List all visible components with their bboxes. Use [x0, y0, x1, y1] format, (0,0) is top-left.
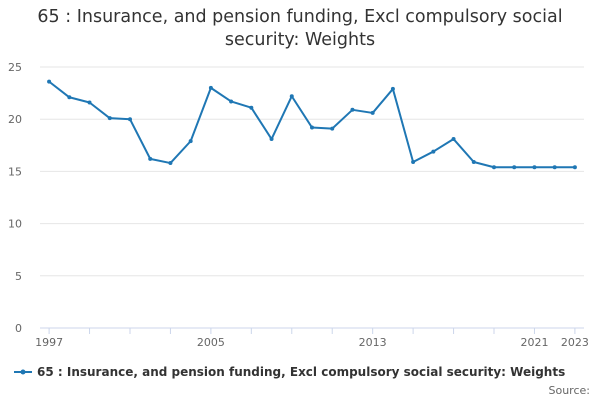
data-point[interactable]: [168, 161, 173, 166]
y-tick-label: 20: [8, 113, 22, 126]
series-line[interactable]: [48, 80, 575, 169]
data-point[interactable]: [249, 105, 254, 110]
legend-label: 65 : Insurance, and pension funding, Exc…: [37, 365, 566, 379]
data-point[interactable]: [471, 160, 476, 165]
axes: 0 5 10 15 20 25 1997 2005 2013 2021 2023: [8, 61, 589, 349]
data-point[interactable]: [492, 165, 497, 170]
x-tick-label: 2005: [197, 336, 225, 349]
data-point[interactable]: [229, 99, 234, 104]
legend-line-marker-icon: [14, 369, 32, 375]
data-point[interactable]: [87, 100, 92, 105]
data-point[interactable]: [289, 94, 294, 99]
data-point[interactable]: [512, 165, 517, 170]
data-point[interactable]: [47, 79, 52, 84]
data-point[interactable]: [107, 116, 112, 121]
x-tick-label: 2021: [520, 336, 548, 349]
y-tick-label: 0: [15, 322, 22, 335]
data-point[interactable]: [411, 160, 416, 165]
data-point[interactable]: [552, 165, 557, 170]
chart-title: 65 : Insurance, and pension funding, Exc…: [37, 7, 563, 50]
data-point[interactable]: [532, 165, 537, 170]
y-tick-label: 5: [15, 270, 22, 283]
x-tick-label: 1997: [35, 336, 63, 349]
series-layer: [47, 79, 577, 170]
data-point[interactable]: [370, 110, 375, 115]
data-point[interactable]: [127, 117, 132, 122]
y-tick-label: 10: [8, 218, 22, 231]
data-point[interactable]: [148, 156, 153, 161]
source-label: Source:: [548, 384, 591, 397]
data-point[interactable]: [330, 126, 335, 131]
y-tick-label: 25: [8, 61, 22, 74]
data-point[interactable]: [67, 95, 72, 100]
data-point[interactable]: [269, 137, 274, 142]
gridlines: [40, 66, 584, 277]
data-point[interactable]: [208, 85, 213, 90]
y-tick-label: 15: [8, 165, 22, 178]
data-point[interactable]: [431, 149, 436, 154]
data-point[interactable]: [350, 107, 355, 112]
legend[interactable]: 65 : Insurance, and pension funding, Exc…: [14, 365, 565, 379]
data-point[interactable]: [310, 125, 314, 130]
data-point[interactable]: [188, 139, 193, 144]
data-point[interactable]: [390, 86, 395, 91]
data-point[interactable]: [451, 137, 456, 142]
x-tick-label: 2023: [561, 336, 589, 349]
x-tick-label: 2013: [359, 336, 387, 349]
data-point[interactable]: [572, 165, 577, 170]
